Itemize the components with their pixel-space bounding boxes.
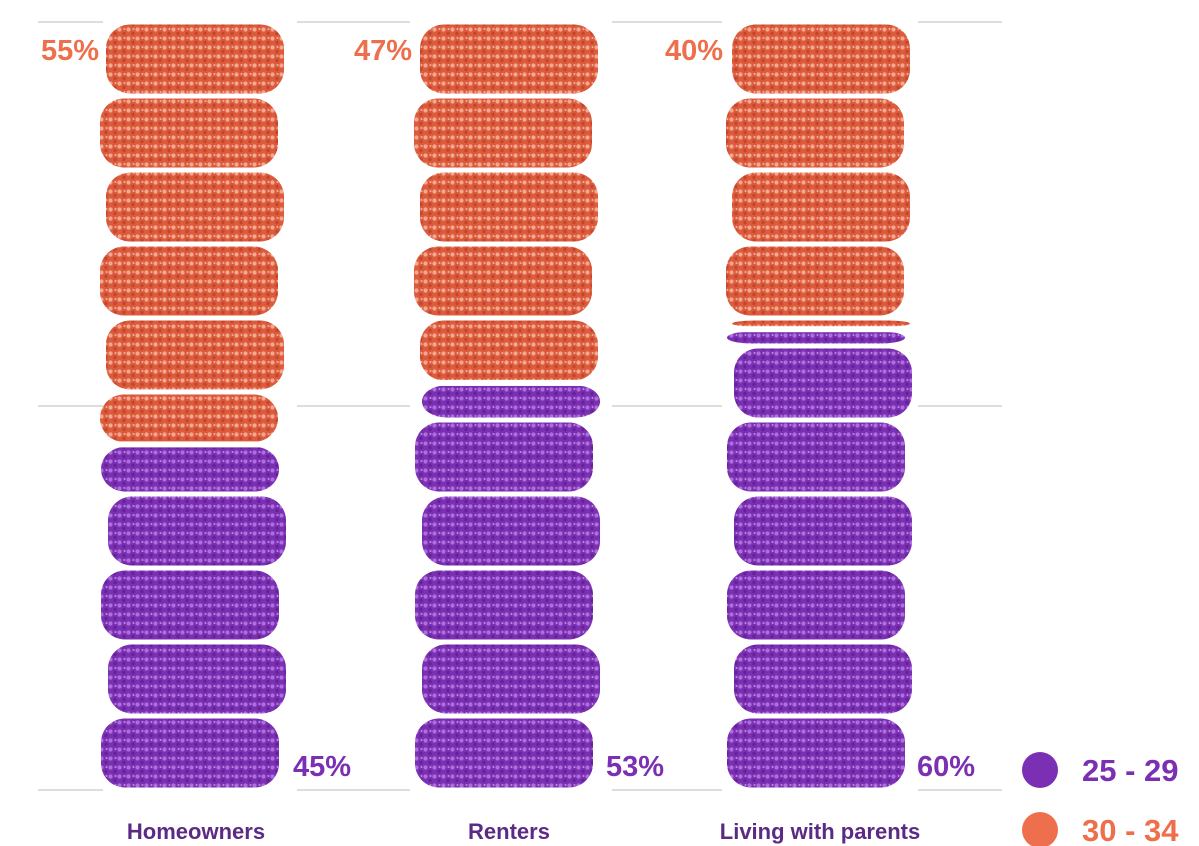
bar-living-with-parents xyxy=(725,24,913,788)
bar-piece xyxy=(415,718,593,788)
bar-piece xyxy=(422,385,600,418)
bar-piece xyxy=(734,644,912,714)
value-label-25-29-living-with-parents: 60% xyxy=(917,751,975,783)
bar-piece xyxy=(420,24,598,94)
legend-label: 25 - 29 xyxy=(1082,753,1179,788)
legend-item-30-34: 30 - 34 xyxy=(1022,812,1179,846)
bar-segment-25-29-homeowners xyxy=(101,446,286,788)
bar-segment-30-34-renters xyxy=(414,24,598,381)
bar-piece xyxy=(732,24,910,94)
segment-separator xyxy=(101,441,289,448)
bar-piece xyxy=(100,246,278,316)
bar-piece xyxy=(734,496,912,566)
bar-piece xyxy=(100,98,278,168)
bar-piece xyxy=(727,570,905,640)
bars xyxy=(100,24,913,788)
segment-separator xyxy=(725,326,913,333)
bar-piece xyxy=(726,98,904,168)
bar-piece xyxy=(101,718,279,788)
segment-separator xyxy=(414,379,602,386)
bar-piece xyxy=(727,422,905,492)
gridlines xyxy=(38,21,1002,791)
bar-piece xyxy=(101,446,279,492)
category-labels: Homeowners Renters Living with parents xyxy=(127,819,920,844)
bar-piece xyxy=(732,320,910,327)
bar-segment-25-29-living-with-parents xyxy=(727,331,912,788)
bar-segment-30-34-living-with-parents xyxy=(726,24,910,327)
bar-piece xyxy=(101,570,279,640)
bar-piece xyxy=(108,644,286,714)
bar-piece xyxy=(414,246,592,316)
bar-piece xyxy=(106,320,284,390)
bar-homeowners xyxy=(100,24,289,788)
legend-item-25-29: 25 - 29 xyxy=(1022,752,1179,788)
bar-renters xyxy=(414,24,602,788)
legend-swatch xyxy=(1022,812,1058,846)
value-labels: 55% 45% 47% 53% 40% 60% xyxy=(41,35,975,783)
bar-piece xyxy=(420,172,598,242)
bar-piece xyxy=(106,24,284,94)
legend: 25 - 29 30 - 34 xyxy=(1022,752,1179,846)
category-label-living-with-parents: Living with parents xyxy=(720,819,920,844)
value-label-30-34-homeowners: 55% xyxy=(41,35,99,67)
legend-label: 30 - 34 xyxy=(1082,813,1179,846)
value-label-25-29-renters: 53% xyxy=(606,751,664,783)
bar-piece xyxy=(106,172,284,242)
legend-swatch xyxy=(1022,752,1058,788)
bar-piece xyxy=(420,320,598,381)
bar-piece xyxy=(100,394,278,442)
category-label-homeowners: Homeowners xyxy=(127,819,265,844)
bar-segment-30-34-homeowners xyxy=(100,24,284,442)
bar-piece xyxy=(415,422,593,492)
bar-piece xyxy=(422,644,600,714)
value-label-30-34-living-with-parents: 40% xyxy=(665,35,723,67)
bar-piece xyxy=(414,98,592,168)
bar-piece xyxy=(108,496,286,566)
bar-piece xyxy=(732,172,910,242)
bar-piece xyxy=(726,246,904,316)
bar-piece xyxy=(727,718,905,788)
category-label-renters: Renters xyxy=(468,819,550,844)
bar-piece xyxy=(734,348,912,418)
bar-piece xyxy=(422,496,600,566)
value-label-30-34-renters: 47% xyxy=(354,35,412,67)
value-label-25-29-homeowners: 45% xyxy=(293,751,351,783)
bar-segment-25-29-renters xyxy=(415,385,600,788)
bar-piece xyxy=(727,331,905,344)
bar-piece xyxy=(415,570,593,640)
